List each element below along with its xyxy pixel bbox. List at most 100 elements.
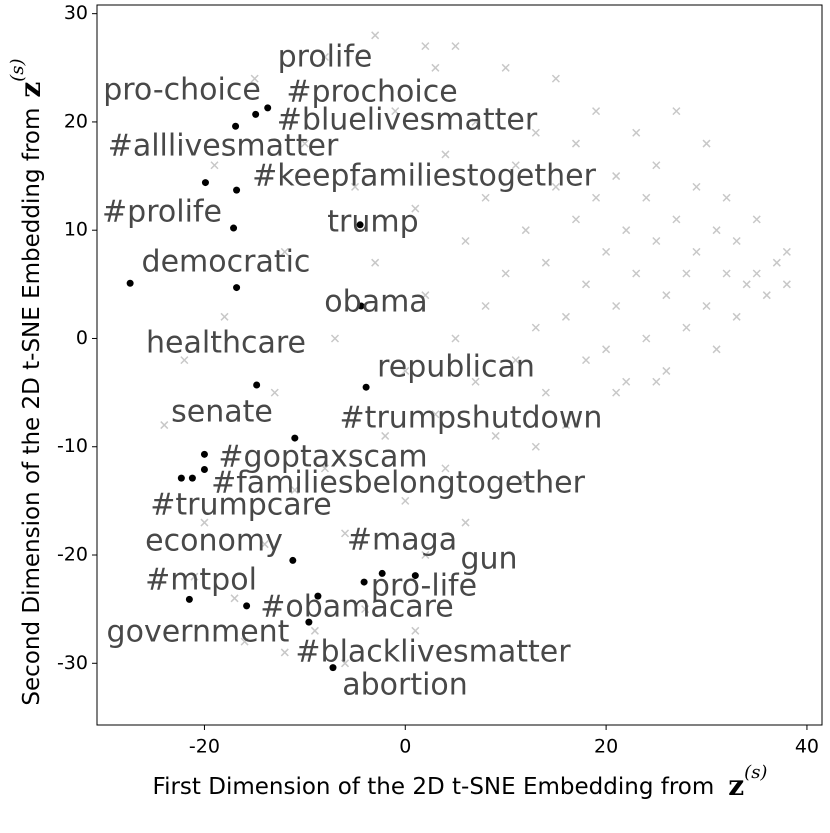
- background-point: [581, 280, 591, 289]
- background-point: [752, 269, 761, 278]
- background-point: [471, 117, 480, 126]
- background-point: [632, 128, 641, 137]
- background-point: [762, 291, 771, 300]
- background-point: [401, 366, 410, 375]
- background-point: [652, 236, 661, 246]
- labeled-point: [126, 279, 134, 287]
- background-point: [531, 442, 540, 451]
- background-point: [511, 161, 520, 170]
- background-point: [581, 356, 591, 365]
- background-point: [642, 193, 651, 202]
- background-point: [772, 258, 781, 267]
- x-axis-label-text: First Dimension of the 2D t-SNE Embeddin…: [153, 774, 715, 800]
- background-point: [210, 161, 219, 170]
- background-point: [371, 31, 380, 40]
- labeled-point: [243, 602, 251, 610]
- background-point: [672, 215, 681, 224]
- background-point: [240, 637, 249, 646]
- background-point: [571, 215, 581, 224]
- labeled-point: [378, 569, 386, 577]
- labeled-point: [360, 578, 368, 586]
- point-label: #maga: [347, 523, 457, 558]
- x-axis-label: First Dimension of the 2D t-SNE Embeddin…: [153, 762, 768, 802]
- background-point: [511, 356, 520, 365]
- background-point: [592, 107, 601, 116]
- background-point: [280, 247, 289, 256]
- background-point: [541, 258, 550, 267]
- background-point: [662, 366, 671, 375]
- background-point: [361, 605, 370, 614]
- background-point: [551, 182, 560, 191]
- background-point: [592, 193, 601, 202]
- background-point: [491, 431, 500, 440]
- background-point: [702, 301, 711, 311]
- background-point: [391, 107, 400, 116]
- background-point: [541, 388, 550, 397]
- x-axis-symbol: z: [728, 769, 744, 802]
- background-point: [340, 529, 350, 538]
- background-point: [652, 161, 661, 170]
- background-point: [702, 139, 711, 148]
- background-point: [421, 42, 430, 51]
- background-point: [190, 572, 199, 581]
- labeled-point: [177, 474, 185, 482]
- point-label: senate: [171, 395, 273, 430]
- background-point: [612, 301, 621, 311]
- labeled-point: [291, 434, 299, 442]
- point-label: government: [107, 615, 290, 650]
- background-point: [260, 540, 269, 549]
- labeled-point: [233, 186, 241, 194]
- background-point: [441, 150, 450, 159]
- background-point: [782, 280, 791, 289]
- background-point: [371, 258, 380, 267]
- labeled-point: [253, 381, 261, 389]
- point-label: #familiesbelongtogether: [211, 466, 585, 501]
- background-point: [612, 388, 621, 397]
- labeled-point: [188, 474, 196, 482]
- y-tick-label: -20: [57, 544, 88, 566]
- labeled-point: [185, 595, 193, 603]
- point-label: democratic: [142, 245, 311, 280]
- background-point: [300, 139, 309, 148]
- point-label: #obamacare: [260, 590, 454, 625]
- background-point: [250, 74, 259, 83]
- background-point: [551, 74, 560, 83]
- background-point: [732, 312, 741, 321]
- background-point: [602, 345, 611, 354]
- background-point: [501, 269, 510, 278]
- background-point: [180, 356, 189, 365]
- background-point: [461, 518, 470, 527]
- background-point: [612, 172, 621, 181]
- point-label: gun: [460, 542, 517, 577]
- background-point: [320, 52, 329, 62]
- labeled-point: [305, 618, 313, 626]
- x-tick-label: 0: [399, 736, 411, 758]
- background-point: [682, 323, 691, 332]
- background-point: [411, 626, 420, 635]
- background-point: [340, 659, 350, 668]
- x-tick-label: -20: [189, 736, 220, 758]
- y-tick-label: -10: [57, 435, 88, 457]
- y-axis-symbol-sup: (s): [7, 58, 28, 81]
- labeled-point: [329, 664, 337, 672]
- labeled-point: [252, 110, 260, 118]
- background-point: [602, 247, 611, 256]
- point-label: #goptaxscam: [218, 440, 427, 475]
- background-point: [481, 301, 490, 311]
- background-point: [471, 377, 480, 386]
- background-point: [531, 128, 540, 137]
- labeled-point: [314, 592, 322, 600]
- background-point: [662, 291, 671, 300]
- point-label: prolife: [278, 40, 373, 75]
- background-point: [712, 226, 721, 235]
- background-point: [310, 626, 319, 635]
- background-point: [652, 377, 661, 386]
- background-point: [561, 312, 570, 321]
- background-point: [561, 421, 570, 430]
- point-label: obama: [324, 285, 427, 320]
- background-point: [160, 421, 169, 430]
- point-label: pro-choice: [103, 73, 261, 108]
- point-label: #blacklivesmatter: [295, 635, 571, 670]
- background-point: [722, 193, 731, 202]
- background-point: [692, 247, 701, 256]
